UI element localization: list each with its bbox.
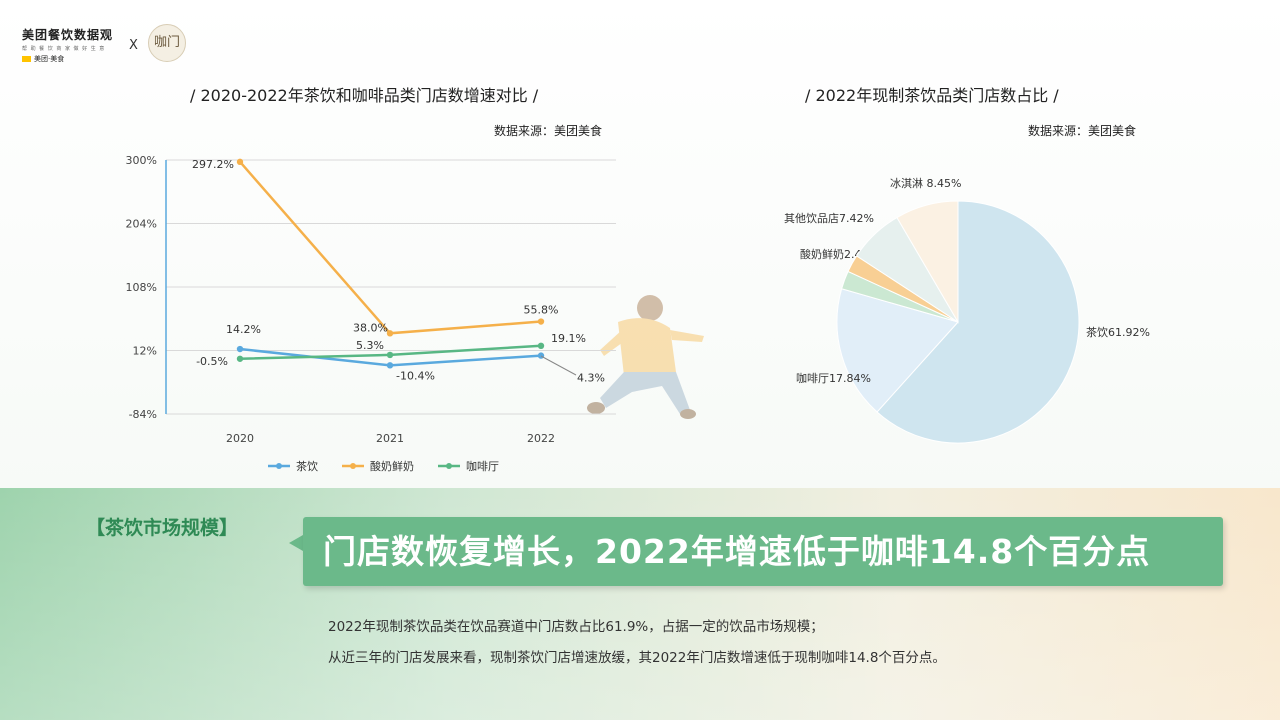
y-tick-label: 12% [133,345,157,358]
brand-sub-label: 美团·美食 [34,55,65,63]
pie-slice [896,200,959,324]
pie-slice [836,288,959,413]
series-line [239,161,542,335]
y-tick-label: -84% [129,408,157,421]
legend-marker [276,463,282,469]
data-point [236,355,244,362]
y-tick-label: 300% [126,154,157,167]
running-figure-illustration [587,295,704,419]
legend-label: 咖啡厅 [466,459,499,473]
meituan-brand-logo: 美团餐饮数据观 帮 助 餐 饮 商 家 做 好 生 意 美团·美食 [22,26,122,64]
data-point [386,362,394,369]
legend-label: 酸奶鲜奶 [370,459,414,473]
headline-pointer [289,535,303,551]
x-tick-label: 2021 [376,432,404,445]
collab-x: X [129,38,138,53]
data-point [537,342,545,350]
pie-slice [876,200,1080,444]
section-tag: 【茶饮市场规模】 [86,517,239,539]
left-chart-title: / 2020-2022年茶饮和咖啡品类门店数增速对比 / [190,86,539,105]
legend-label: 茶饮 [296,460,318,473]
data-label: 55.8% [524,304,559,317]
label-leader-line [540,355,577,376]
body-line-2: 从近三年的门店发展来看，现制茶饮门店增速放缓，其2022年门店数增速低于现制咖啡… [328,650,946,666]
data-point [386,330,394,337]
right-chart-title: / 2022年现制茶饮品类门店数占比 / [805,86,1059,105]
kamen-partner-logo: 咖门 [148,24,186,62]
pie-chart: 茶饮61.92%咖啡厅17.84%酸奶鲜奶2.44%其他饮品店7.42%冰淇淋 … [784,177,1150,444]
data-label: 4.3% [577,372,605,385]
line-chart: 300% 204% 108% 12% -84% 2020 2021 2022 14.2% -10… [126,154,704,473]
brand-tagline: 帮 助 餐 饮 商 家 做 好 生 意 [22,46,106,52]
y-tick-label: 204% [126,218,157,231]
pie-label: 茶饮61.92% [1086,326,1150,339]
pie-label: 咖啡厅17.84% [796,371,871,385]
data-point [537,318,545,325]
data-label: 297.2% [192,158,234,171]
legend-marker [350,463,356,469]
legend-marker [446,463,452,469]
data-label: 5.3% [356,339,384,352]
data-point [236,345,244,353]
data-label: 19.1% [551,332,586,345]
left-chart-source: 数据来源：美团美食 [494,124,603,138]
right-chart-source: 数据来源：美团美食 [1028,124,1137,138]
data-label: -10.4% [396,369,435,382]
data-label: 14.2% [226,323,261,336]
data-point [537,352,545,359]
pie-label: 其他饮品店7.42% [784,211,874,225]
data-point [236,158,244,166]
brand-name: 美团餐饮数据观 [22,28,114,42]
x-tick-label: 2022 [527,432,555,445]
top-background [0,0,1280,490]
brand-sub: 美团·美食 [22,54,122,64]
x-tick-label: 2020 [226,432,254,445]
data-label: 38.0% [353,321,388,334]
meituan-mark-icon [22,56,31,62]
pie-label: 冰淇淋 8.45% [890,177,961,190]
headline-box: 门店数恢复增长，2022年增速低于咖啡14.8个百分点 [303,517,1223,586]
data-point [386,351,394,359]
headline-text: 门店数恢复增长，2022年增速低于咖啡14.8个百分点 [323,532,1151,571]
body-line-1: 2022年现制茶饮品类在饮品赛道中门店数占比61.9%，占据一定的饮品市场规模； [328,619,824,635]
y-tick-label: 108% [126,281,157,294]
data-label: -0.5% [196,355,228,368]
